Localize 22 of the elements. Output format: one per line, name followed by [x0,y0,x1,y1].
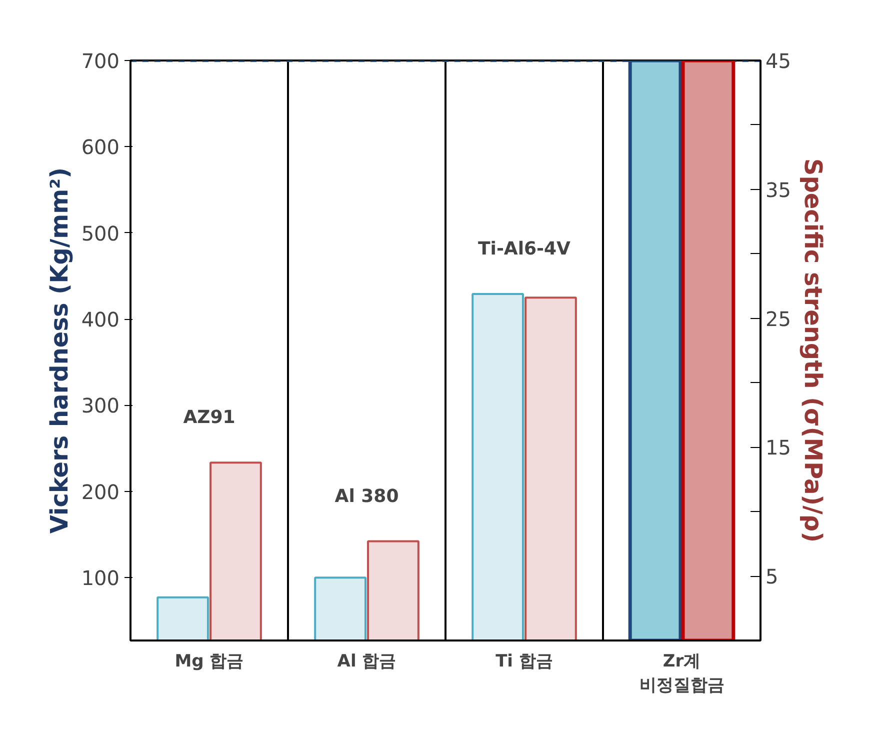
y-tick-label: 300 [81,394,120,418]
x-tick-label: Al 합금 [337,652,396,672]
y2-tick-label: 45 [766,49,791,73]
y-tick-label: 700 [81,49,120,73]
y-tick-label: 600 [81,135,120,160]
y2-tick-label: 5 [766,564,778,589]
y2-tick-label: 15 [766,436,791,460]
y-tick-label: 200 [81,480,120,504]
y2-tick-label: 25 [766,306,791,331]
y-axis-title: Vickers hardness (Kg/mm²) [45,167,74,534]
bar [210,462,262,640]
y2-tick-label: 35 [766,178,791,202]
x-tick-label: Ti 합금 [496,652,553,672]
annotation: Al 380 [334,486,399,507]
y-tick-label: 100 [81,566,120,590]
y2-axis-title: Specific strength (σ(MPa)/ρ) [798,158,827,543]
y-tick-label: 500 [81,221,120,246]
y-tick-label: 400 [81,308,120,332]
x-tick-label: Mg 합금 [174,652,244,672]
annotation: AZ91 [183,407,236,428]
x-tick-label: Zr계 비정질합금 [639,652,724,696]
annotation: Ti-Al6-4V [478,238,571,260]
